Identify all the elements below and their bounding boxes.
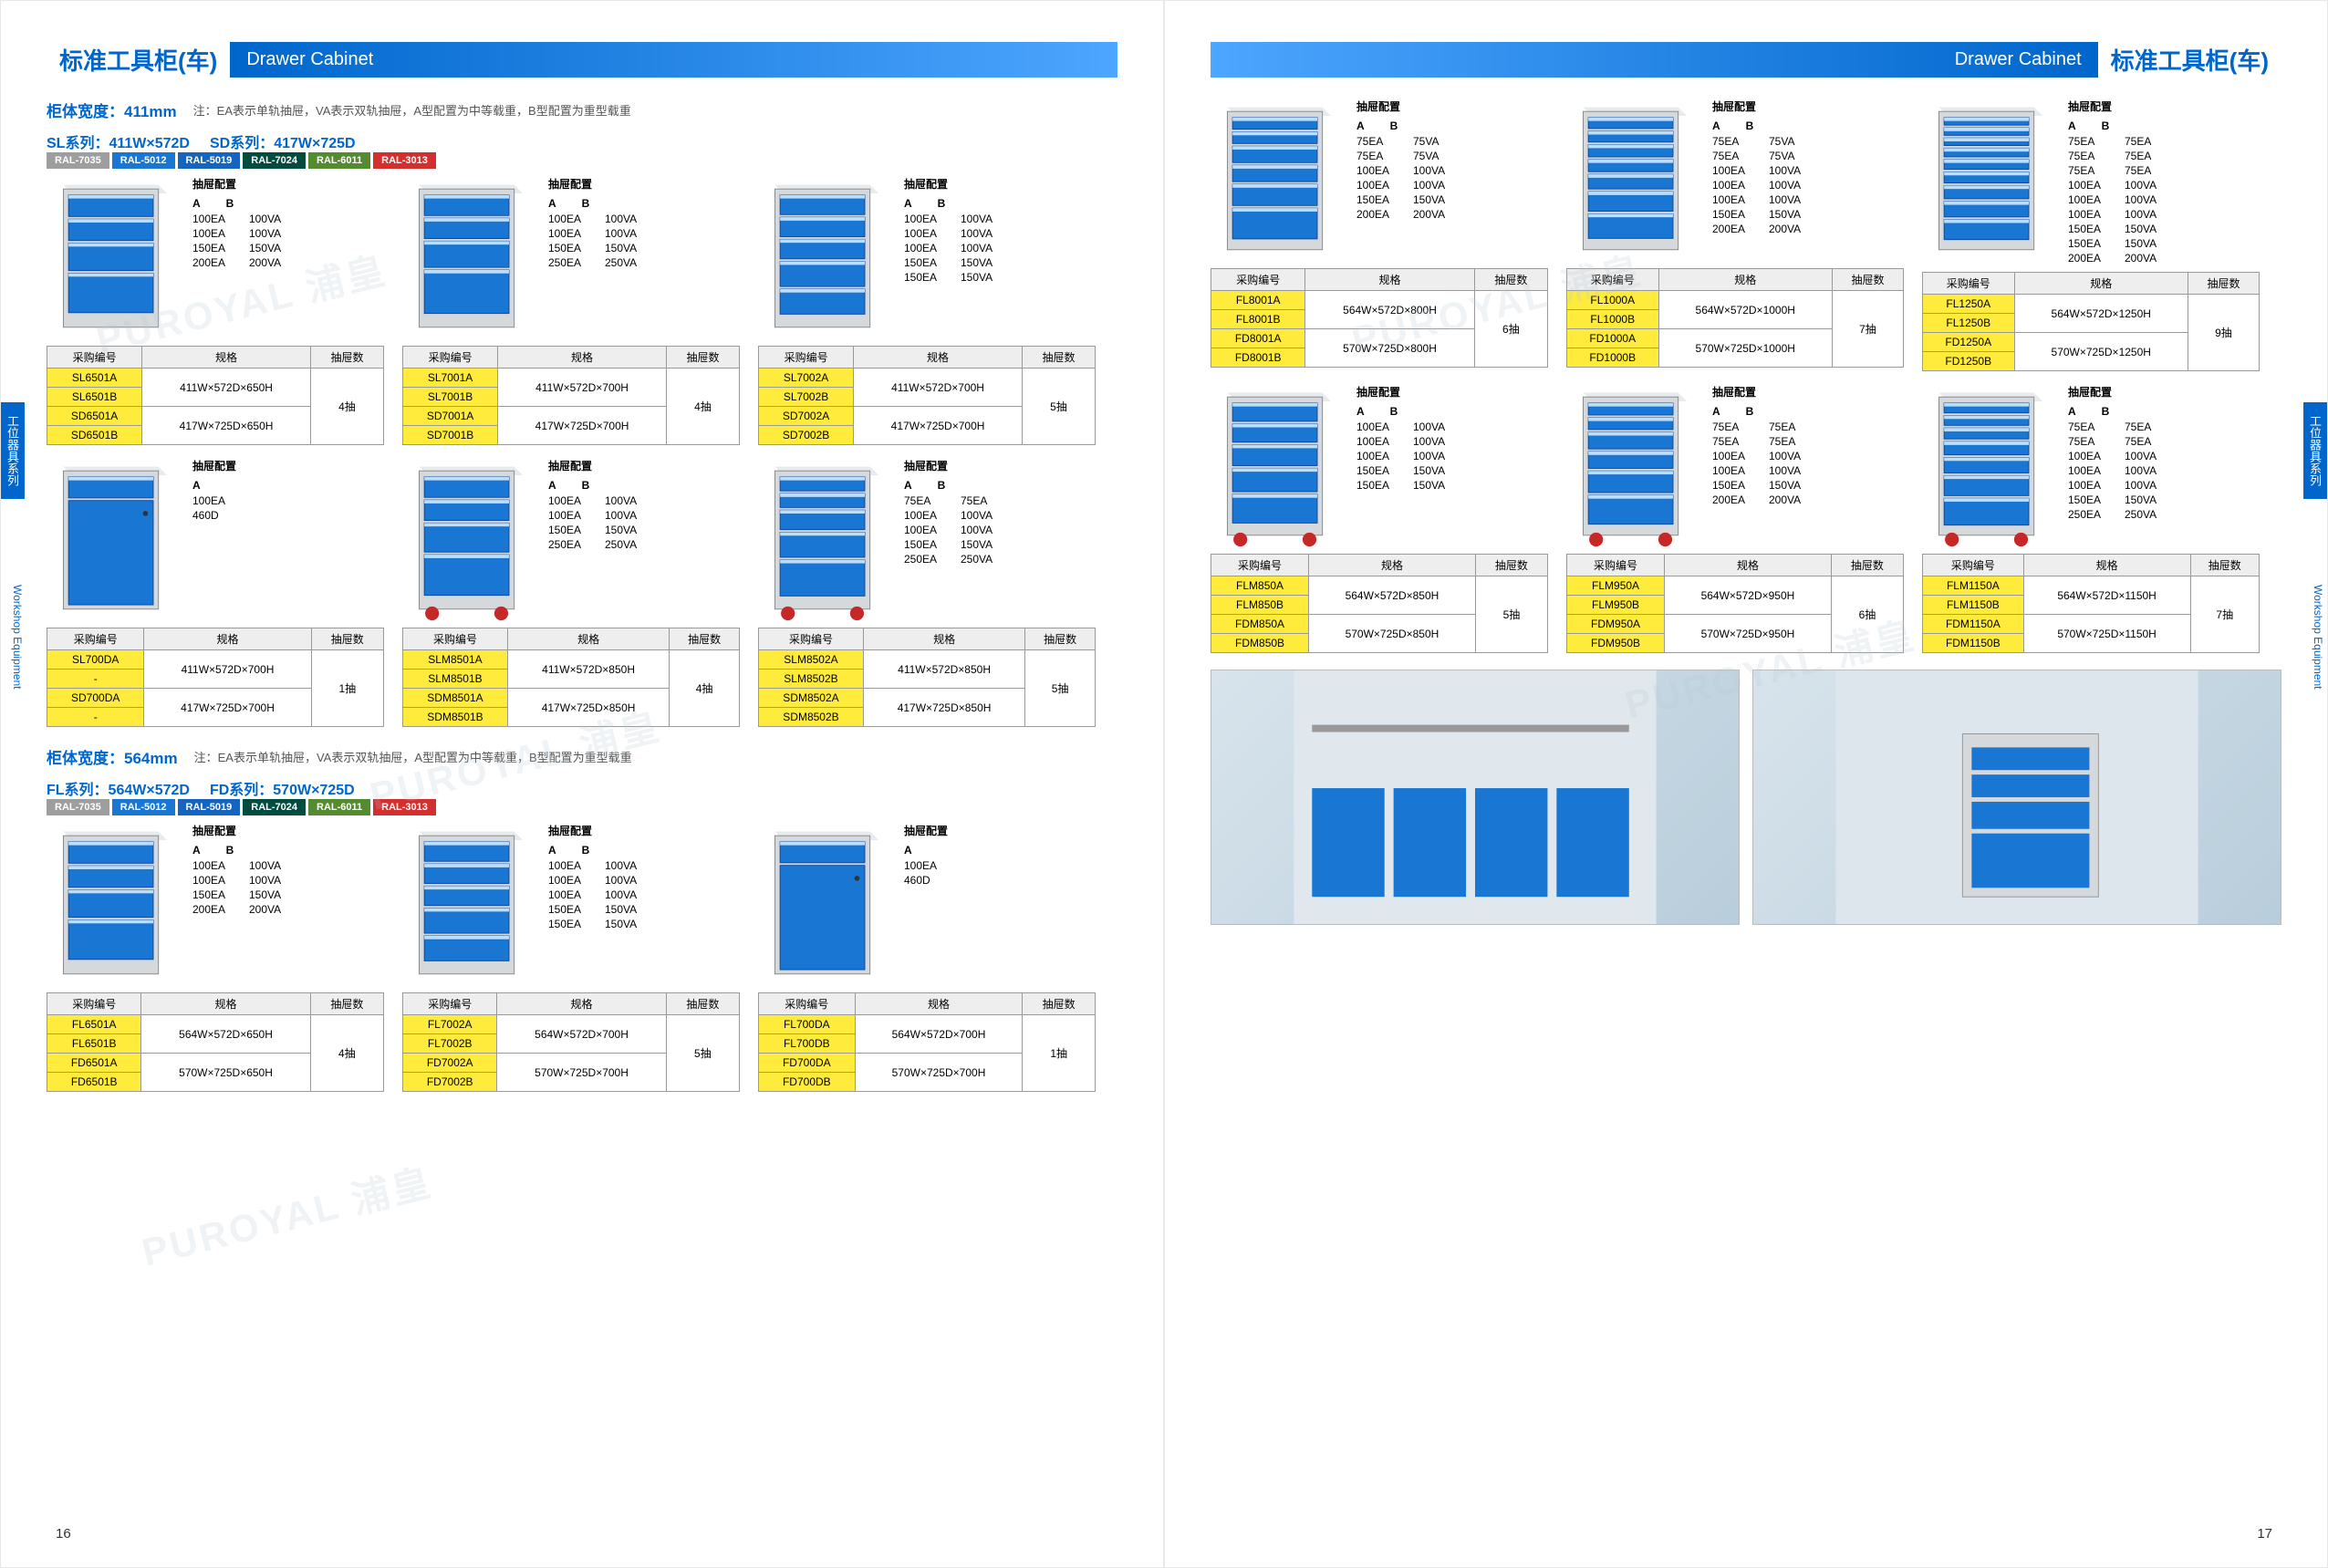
workshop-photo-2 xyxy=(1752,670,2281,925)
cabinet-illustration xyxy=(402,823,539,987)
spec-table: 采购编号规格抽屉数SLM8502A411W×572D×850H5抽SLM8502… xyxy=(758,628,1096,727)
side-tab-cn: 工位器具系列 xyxy=(1,402,25,499)
subheader-1: 柜体宽度：411mm 注：EA表示单轨抽屉，VA表示双轨抽屉，A型配置为中等载重… xyxy=(47,99,1117,121)
cabinet-item: 抽屉配置AB100EA100VA100EA100VA150EA150VA250E… xyxy=(402,458,740,622)
grid-left-row2: 抽屉配置A100EA460D 采购编号规格抽屉数SL700DA411W×572D… xyxy=(47,458,1117,727)
series-2: FL系列：564W×572DFD系列：570W×725D RAL-7035RAL… xyxy=(47,777,1117,815)
spec-table: 采购编号规格抽屉数FLM950A564W×572D×950H6抽FLM950BF… xyxy=(1566,554,1904,653)
ral-swatch: RAL-6011 xyxy=(308,799,370,815)
drawer-config: 抽屉配置AB75EA75EA100EA100VA100EA100VA150EA1… xyxy=(904,458,1096,622)
drawer-config: 抽屉配置AB100EA100VA100EA100VA150EA150VA200E… xyxy=(192,823,384,987)
spec-table: 采购编号规格抽屉数FL7002A564W×572D×700H5抽FL7002BF… xyxy=(402,992,740,1092)
cabinet-illustration xyxy=(47,176,183,340)
header-cn: 标准工具柜(车) xyxy=(47,37,230,82)
drawer-config: 抽屉配置AB100EA100VA100EA100VA100EA100VA150E… xyxy=(904,176,1096,340)
cabinet-illustration xyxy=(1566,384,1703,548)
drawer-config: 抽屉配置A100EA460D xyxy=(904,823,1096,987)
ral-swatch: RAL-6011 xyxy=(308,152,370,169)
cabinet-illustration xyxy=(758,176,895,340)
drawer-config: 抽屉配置AB100EA100VA100EA100VA100EA100VA150E… xyxy=(548,823,740,987)
spec-table: 采购编号规格抽屉数FL6501A564W×572D×650H4抽FL6501BF… xyxy=(47,992,384,1092)
side-tab-en-r: Workshop Equipment xyxy=(2304,585,2324,690)
header-en: Drawer Cabinet xyxy=(230,42,1117,78)
spec-table: 采购编号规格抽屉数SLM8501A411W×572D×850H4抽SLM8501… xyxy=(402,628,740,727)
spec-table: 采购编号规格抽屉数FLM1150A564W×572D×1150H7抽FLM115… xyxy=(1922,554,2260,653)
drawer-config: 抽屉配置A100EA460D xyxy=(192,458,384,622)
page-number-left: 16 xyxy=(56,1526,71,1542)
cabinet-illustration xyxy=(1922,384,2059,548)
cabinet-item: 抽屉配置AB100EA100VA100EA100VA150EA150VA200E… xyxy=(47,176,384,340)
cabinet-item: 抽屉配置AB100EA100VA100EA100VA100EA100VA150E… xyxy=(402,823,740,987)
cabinet-item: 抽屉配置AB75EA75VA75EA75VA100EA100VA100EA100… xyxy=(1211,99,1548,263)
spec-table: 采购编号规格抽屉数SL6501A411W×572D×650H4抽SL6501BS… xyxy=(47,346,384,445)
cabinet-item: 抽屉配置A100EA460D xyxy=(758,823,1096,987)
header-cn-r: 标准工具柜(车) xyxy=(2098,37,2281,82)
drawer-config: 抽屉配置AB75EA75VA75EA75VA100EA100VA100EA100… xyxy=(1356,99,1548,263)
cabinet-item: 抽屉配置AB100EA100VA100EA100VA100EA100VA150E… xyxy=(758,176,1096,340)
grid-left-row3: 抽屉配置AB100EA100VA100EA100VA150EA150VA200E… xyxy=(47,823,1117,1092)
cabinet-illustration xyxy=(402,176,539,340)
ral-swatch: RAL-5012 xyxy=(112,152,175,169)
cabinet-item: 抽屉配置AB75EA75EA75EA75EA75EA75EA100EA100VA… xyxy=(1922,99,2260,266)
cabinet-illustration xyxy=(1922,99,2059,263)
ral-swatch: RAL-7024 xyxy=(243,152,306,169)
cabinet-item: 抽屉配置AB100EA100VA100EA100VA100EA100VA150E… xyxy=(1211,384,1548,548)
drawer-config: 抽屉配置AB100EA100VA100EA100VA100EA100VA150E… xyxy=(1356,384,1548,548)
ral-swatches: RAL-7035RAL-5012RAL-5019RAL-7024RAL-6011… xyxy=(47,152,1097,169)
page-right: 工位器具系列 Workshop Equipment 标准工具柜(车) Drawe… xyxy=(1164,0,2328,1568)
spec-table: 采购编号规格抽屉数SL7002A411W×572D×700H5抽SL7002BS… xyxy=(758,346,1096,445)
grid-right-row2: 抽屉配置AB100EA100VA100EA100VA100EA100VA150E… xyxy=(1211,384,2281,653)
spec-table: 采购编号规格抽屉数FLM850A564W×572D×850H5抽FLM850BF… xyxy=(1211,554,1548,653)
workshop-photo-1 xyxy=(1211,670,1740,925)
spec-table: 采购编号规格抽屉数FL1000A564W×572D×1000H7抽FL1000B… xyxy=(1566,268,1904,368)
drawer-config: 抽屉配置AB100EA100VA100EA100VA150EA150VA200E… xyxy=(192,176,384,340)
drawer-config: 抽屉配置AB75EA75EA75EA75EA75EA75EA100EA100VA… xyxy=(2068,99,2260,266)
ral-swatch: RAL-3013 xyxy=(373,152,436,169)
ral-swatch: RAL-3013 xyxy=(373,799,436,815)
side-tab-cn-r: 工位器具系列 xyxy=(2303,402,2327,499)
cabinet-item: 抽屉配置AB100EA100VA100EA100VA150EA150VA250E… xyxy=(402,176,740,340)
cabinet-illustration xyxy=(1211,99,1347,263)
drawer-config: 抽屉配置AB100EA100VA100EA100VA150EA150VA250E… xyxy=(548,176,740,340)
cabinet-item: 抽屉配置AB75EA75VA75EA75VA100EA100VA100EA100… xyxy=(1566,99,1904,263)
cabinet-illustration xyxy=(1566,99,1703,263)
side-tab-en: Workshop Equipment xyxy=(4,585,24,690)
page-left: 工位器具系列 Workshop Equipment 标准工具柜(车) Drawe… xyxy=(0,0,1164,1568)
cabinet-illustration xyxy=(758,823,895,987)
spec-table: 采购编号规格抽屉数FL700DA564W×572D×700H1抽FL700DBF… xyxy=(758,992,1096,1092)
ral-swatch: RAL-7024 xyxy=(243,799,306,815)
cabinet-illustration xyxy=(47,823,183,987)
spec-table: 采购编号规格抽屉数SL7001A411W×572D×700H4抽SL7001BS… xyxy=(402,346,740,445)
header-left: 标准工具柜(车) Drawer Cabinet xyxy=(47,37,1117,82)
spec-table: 采购编号规格抽屉数FL1250A564W×572D×1250H9抽FL1250B… xyxy=(1922,272,2260,371)
ral-swatch: RAL-7035 xyxy=(47,152,109,169)
ral-swatch: RAL-5019 xyxy=(178,799,241,815)
header-en-r: Drawer Cabinet xyxy=(1211,42,2098,78)
drawer-config: 抽屉配置AB75EA75EA75EA75EA100EA100VA100EA100… xyxy=(2068,384,2260,548)
grid-right-row1: 抽屉配置AB75EA75VA75EA75VA100EA100VA100EA100… xyxy=(1211,99,2281,371)
series-1: SL系列：411W×572DSD系列：417W×725D RAL-7035RAL… xyxy=(47,130,1117,169)
header-right: 标准工具柜(车) Drawer Cabinet xyxy=(1211,37,2281,82)
ral-swatch: RAL-7035 xyxy=(47,799,109,815)
cabinet-item: 抽屉配置A100EA460D xyxy=(47,458,384,622)
cabinet-illustration xyxy=(758,458,895,622)
cabinet-item: 抽屉配置AB75EA75EA75EA75EA100EA100VA100EA100… xyxy=(1566,384,1904,548)
page-number-right: 17 xyxy=(2257,1526,2272,1542)
spec-table: 采购编号规格抽屉数FL8001A564W×572D×800H6抽FL8001BF… xyxy=(1211,268,1548,368)
subheader-2: 柜体宽度：564mm 注：EA表示单轨抽屉，VA表示双轨抽屉，A型配置为中等载重… xyxy=(47,745,1117,768)
grid-left-row1: 抽屉配置AB100EA100VA100EA100VA150EA150VA200E… xyxy=(47,176,1117,445)
ral-swatch: RAL-5012 xyxy=(112,799,175,815)
cabinet-illustration xyxy=(402,458,539,622)
cabinet-item: 抽屉配置AB75EA75EA75EA75EA100EA100VA100EA100… xyxy=(1922,384,2260,548)
ral-swatch: RAL-5019 xyxy=(178,152,241,169)
cabinet-illustration xyxy=(1211,384,1347,548)
cabinet-illustration xyxy=(47,458,183,622)
spec-table: 采购编号规格抽屉数SL700DA411W×572D×700H1抽-SD700DA… xyxy=(47,628,384,727)
cabinet-item: 抽屉配置AB75EA75EA100EA100VA100EA100VA150EA1… xyxy=(758,458,1096,622)
drawer-config: 抽屉配置AB100EA100VA100EA100VA150EA150VA250E… xyxy=(548,458,740,622)
photo-row xyxy=(1211,670,2281,925)
drawer-config: 抽屉配置AB75EA75EA75EA75EA100EA100VA100EA100… xyxy=(1712,384,1904,548)
drawer-config: 抽屉配置AB75EA75VA75EA75VA100EA100VA100EA100… xyxy=(1712,99,1904,263)
cabinet-item: 抽屉配置AB100EA100VA100EA100VA150EA150VA200E… xyxy=(47,823,384,987)
